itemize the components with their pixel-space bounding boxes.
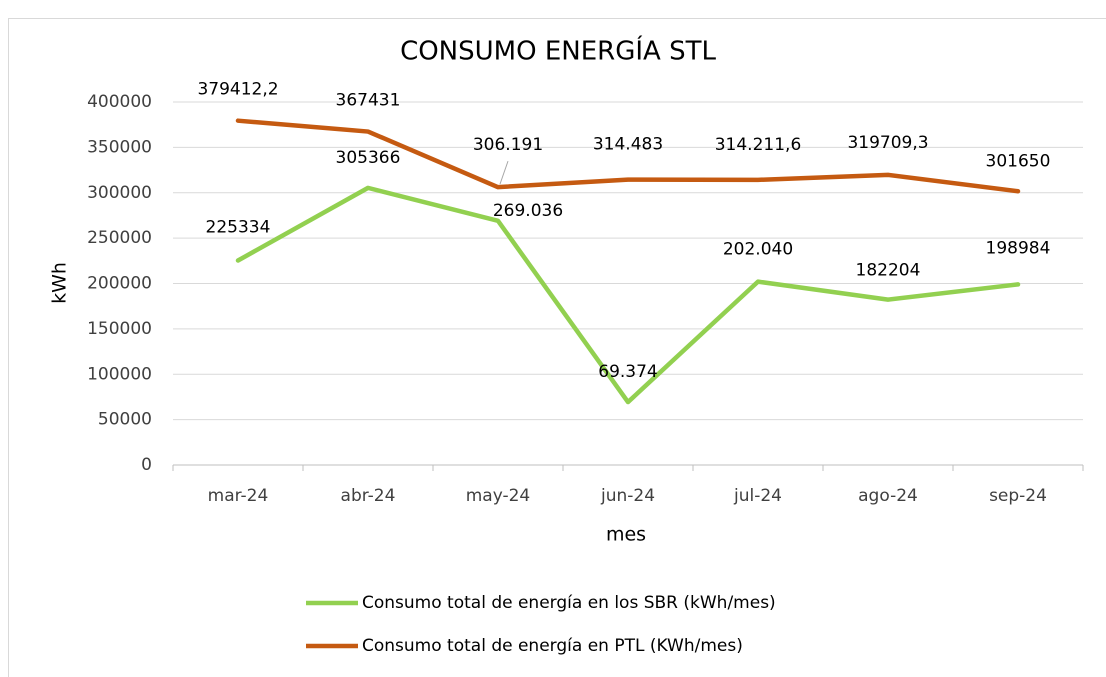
y-tick-label: 250000 (87, 228, 152, 248)
data-label: 305366 (336, 148, 401, 168)
data-label: 379412,2 (197, 80, 278, 100)
data-label: 306.191 (473, 135, 543, 155)
y-tick-label: 400000 (87, 92, 152, 112)
x-tick-label: sep-24 (989, 486, 1047, 506)
x-tick-label: abr-24 (341, 486, 396, 506)
x-tick-label: jun-24 (600, 486, 655, 506)
data-label: 314.483 (593, 135, 663, 155)
data-label: 301650 (986, 151, 1051, 171)
y-tick-label: 50000 (98, 410, 152, 430)
data-label: 198984 (986, 238, 1051, 258)
y-tick-label: 200000 (87, 274, 152, 294)
chart-title: CONSUMO ENERGÍA STL (400, 35, 716, 67)
x-tick-label: ago-24 (858, 486, 918, 506)
data-label: 69.374 (598, 362, 657, 382)
data-label: 202.040 (723, 240, 793, 260)
y-tick-label: 0 (141, 455, 152, 475)
x-tick-label: mar-24 (208, 486, 269, 506)
x-axis-label: mes (606, 524, 646, 546)
y-tick-label: 350000 (87, 137, 152, 157)
leader-line (499, 160, 509, 185)
data-label: 269.036 (493, 201, 563, 221)
chart-frame (8, 18, 1106, 677)
legend-label: Consumo total de energía en PTL (KWh/mes… (362, 636, 743, 656)
data-label: 314.211,6 (715, 135, 802, 155)
data-label: 319709,3 (847, 133, 928, 153)
series-line (235, 118, 1021, 194)
data-label: 367431 (336, 91, 401, 111)
y-tick-label: 150000 (87, 319, 152, 339)
y-tick-label: 100000 (87, 364, 152, 384)
y-axis-label: kWh (49, 262, 71, 304)
legend-label: Consumo total de energía en los SBR (kWh… (362, 593, 776, 613)
data-label: 182204 (856, 261, 921, 281)
series-line (235, 185, 1021, 405)
x-tick-label: jul-24 (733, 486, 782, 506)
y-tick-label: 300000 (87, 183, 152, 203)
data-label: 225334 (206, 218, 271, 238)
x-tick-label: may-24 (466, 486, 531, 506)
